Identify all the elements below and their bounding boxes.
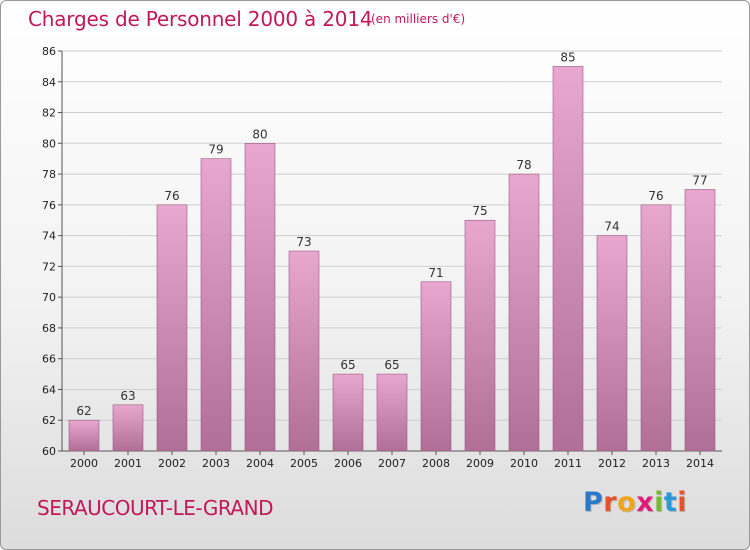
y-tick-label: 64: [42, 383, 56, 396]
logo-letter: i: [677, 487, 688, 518]
bar-value-label: 65: [384, 358, 399, 372]
labels: 62 63 76 79 80 73 65 65 71 75 78 85 74 76 77: [76, 50, 707, 418]
bar-value-label: 78: [516, 158, 531, 172]
bar-value-label: 71: [428, 266, 443, 280]
logo-letter: o: [617, 487, 637, 518]
bars: [68, 66, 716, 452]
y-tick-label: 82: [42, 107, 56, 120]
y-tick-label: 80: [42, 137, 56, 150]
x-tick-label: 2000: [70, 457, 98, 470]
bar-value-label: 76: [164, 189, 179, 203]
bar: [596, 235, 628, 452]
x-tick-label: 2005: [290, 457, 318, 470]
bar: [244, 143, 276, 452]
chart-title: Charges de Personnel 2000 à 2014: [28, 7, 373, 31]
bar-value-label: 76: [648, 189, 663, 203]
bar-value-label: 80: [252, 127, 267, 141]
bar-value-label: 73: [296, 235, 311, 249]
bar-value-label: 85: [560, 50, 575, 64]
logo-letter: P: [583, 487, 604, 518]
bar: [508, 173, 540, 452]
y-tick-label: 76: [42, 199, 56, 212]
bar-value-label: 62: [76, 404, 91, 418]
y-tick-label: 84: [42, 76, 56, 89]
bar: [464, 219, 496, 452]
y-tick-label: 66: [42, 353, 56, 366]
x-tick-label: 2009: [466, 457, 494, 470]
logo-letter: x: [636, 487, 655, 518]
y-tick-label: 72: [42, 260, 56, 273]
commune-name: SERAUCOURT-LE-GRAND: [37, 496, 273, 520]
x-tick-label: 2011: [554, 457, 582, 470]
bar-value-label: 74: [604, 220, 619, 234]
bar-value-label: 63: [120, 389, 135, 403]
bar: [420, 281, 452, 452]
bar: [288, 250, 320, 452]
logo-letter: t: [663, 487, 678, 518]
bar: [376, 373, 408, 452]
bar-value-label: 65: [340, 358, 355, 372]
bar: [552, 66, 584, 452]
bar: [68, 419, 100, 452]
y-tick-label: 78: [42, 168, 56, 181]
chart-subtitle: (en milliers d'€): [371, 12, 466, 26]
x-tick-label: 2012: [598, 457, 626, 470]
x-tick-label: 2001: [114, 457, 142, 470]
y-tick-label: 74: [42, 230, 56, 243]
bar-value-label: 79: [208, 143, 223, 157]
y-tick-label: 62: [42, 414, 56, 427]
logo-letter: i: [654, 487, 664, 518]
y-tick-label: 60: [42, 445, 56, 458]
x-tick-label: 2013: [642, 457, 670, 470]
x-tick-label: 2014: [686, 457, 714, 470]
y-tick-label: 70: [42, 291, 56, 304]
x-tick-label: 2008: [422, 457, 450, 470]
bar: [332, 373, 364, 452]
bar: [200, 158, 232, 452]
bar: [112, 404, 144, 452]
x-tick-label: 2006: [334, 457, 362, 470]
x-tick-label: 2004: [246, 457, 274, 470]
x-tick-label: 2003: [202, 457, 230, 470]
x-tick-label: 2010: [510, 457, 538, 470]
proxiti-logo: Proxiti: [583, 487, 687, 518]
bar: [640, 204, 672, 452]
bar-value-label: 77: [692, 173, 707, 187]
x-tick-label: 2002: [158, 457, 186, 470]
bar: [156, 204, 188, 452]
x-tick-label: 2007: [378, 457, 406, 470]
logo-letter: r: [603, 487, 618, 518]
axes: 60 62 64 66 68 70 72 74 76 78 80 82 84 86 2000 2001 2002…: [42, 45, 722, 470]
y-tick-label: 86: [42, 45, 56, 58]
bar: [684, 189, 716, 452]
bar-value-label: 75: [472, 204, 487, 218]
y-tick-label: 68: [42, 322, 56, 335]
